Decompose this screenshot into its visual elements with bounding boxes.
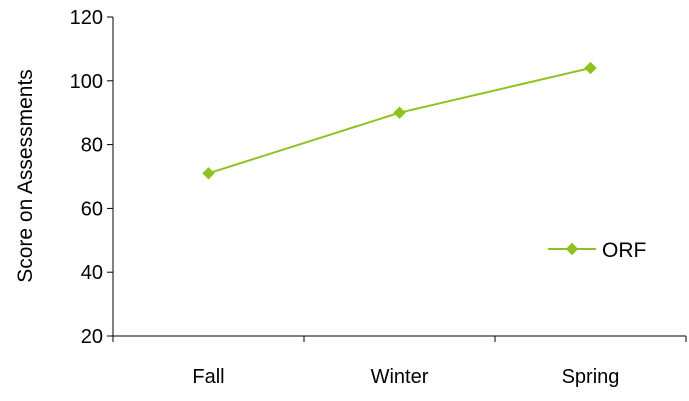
y-axis-title: Score on Assessments — [14, 69, 37, 283]
x-tick-label: Winter — [371, 366, 429, 388]
x-tick-label: Spring — [562, 366, 620, 388]
y-tick-label: 40 — [81, 262, 103, 284]
data-point — [393, 106, 406, 119]
x-axis: Fall Winter Spring — [112, 335, 687, 388]
data-point — [584, 61, 597, 75]
y-tick-label: 80 — [81, 135, 103, 157]
series-layer — [202, 61, 597, 180]
x-tick-label: Fall — [192, 366, 224, 388]
legend: ORF — [548, 239, 646, 262]
data-point — [202, 167, 215, 180]
y-tick-label: 120 — [70, 7, 103, 29]
y-tick-label: 60 — [81, 198, 103, 220]
legend-label: ORF — [602, 239, 646, 262]
y-tick-label: 20 — [81, 326, 103, 348]
y-tick-label: 100 — [70, 71, 103, 93]
series-line-orf — [208, 67, 591, 175]
legend-swatch-marker — [565, 242, 579, 256]
y-axis: 20 40 60 80 100 120 — [70, 7, 114, 348]
